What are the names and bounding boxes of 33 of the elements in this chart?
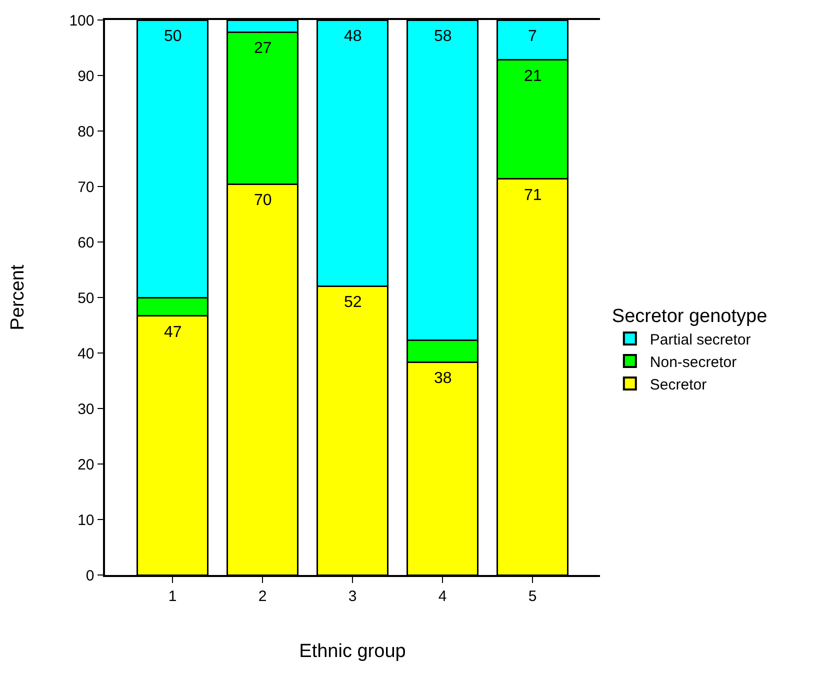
y-tick-label: 70 [78,178,94,196]
y-tick-label: 40 [78,345,94,362]
y-tick-label: 90 [78,68,94,85]
x-axis-title: Ethnic group [299,641,406,662]
x-tick-label: 3 [348,588,357,605]
y-tick-label: 20 [78,456,94,474]
y-axis-title: Percent [8,264,29,330]
y-tick-label: 80 [78,123,94,140]
data-label: 58 [434,28,452,45]
data-label: 27 [254,40,272,57]
data-label: 71 [524,187,542,204]
data-label: 47 [164,324,182,341]
data-label: 7 [528,28,537,45]
data-label: 52 [344,294,362,311]
y-tick-label: 100 [69,12,94,30]
data-label: 70 [254,192,272,209]
y-tick-label: 0 [86,567,94,584]
y-tick-label: 30 [78,400,94,418]
legend-label: Secretor [650,376,707,394]
legend-label: Partial secretor [650,331,751,348]
legend-title: Secretor genotype [612,306,768,328]
data-label: 38 [434,370,452,387]
data-label: 50 [164,28,182,45]
x-tick-label: 2 [258,588,267,605]
x-tick-label: 1 [168,588,177,605]
x-tick-label: 4 [438,588,447,605]
y-tick-label: 50 [78,290,94,307]
x-tick-label: 5 [528,588,537,605]
legend-label: Non-secretor [650,354,737,371]
data-label: 48 [344,28,362,45]
y-tick-label: 60 [78,234,94,252]
y-tick-label: 10 [78,512,94,529]
data-label: 21 [524,68,542,85]
